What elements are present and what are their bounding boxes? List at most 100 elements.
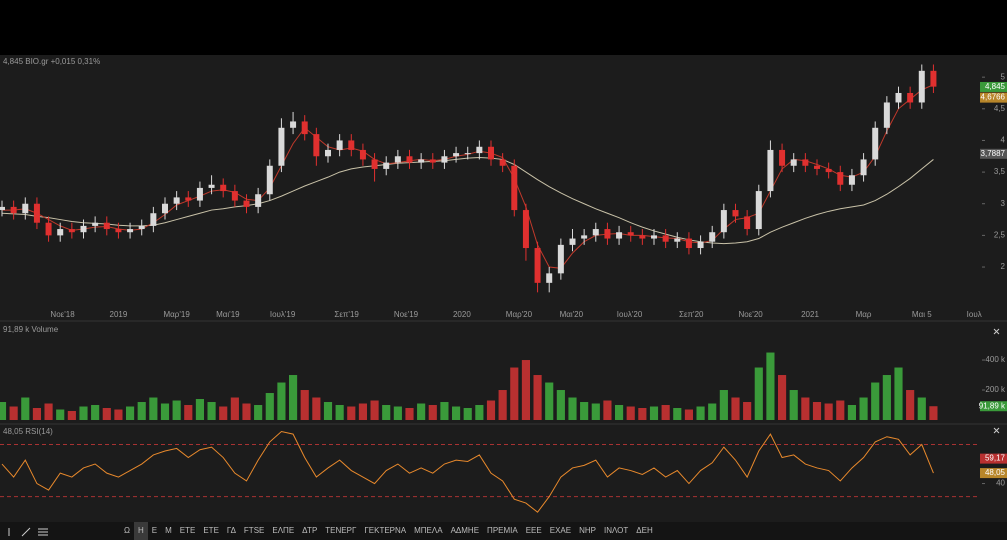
volume-bar bbox=[382, 405, 391, 420]
volume-bar bbox=[743, 402, 752, 420]
volume-bar bbox=[673, 408, 682, 420]
candle-body bbox=[453, 153, 460, 157]
volume-bar bbox=[510, 367, 519, 420]
tab[interactable]: Η bbox=[133, 522, 148, 540]
candle-body bbox=[418, 159, 425, 163]
candle-body bbox=[0, 206, 5, 211]
tab[interactable]: ΕΧΑΕ bbox=[549, 526, 572, 535]
volume-bar bbox=[661, 405, 670, 420]
close-icons[interactable] bbox=[993, 328, 1000, 434]
volume-bar bbox=[219, 406, 228, 420]
candle-body bbox=[604, 229, 611, 239]
volume-bar bbox=[696, 406, 705, 420]
volume-bar bbox=[859, 397, 868, 420]
volume-bar bbox=[894, 367, 903, 420]
tab[interactable]: ΜΠΕΛΑ bbox=[414, 526, 443, 535]
candle-body bbox=[674, 238, 681, 242]
tab[interactable]: ΔΕΗ bbox=[636, 526, 653, 535]
volume-bar bbox=[451, 406, 461, 420]
candle-body bbox=[837, 172, 844, 185]
volume-bar bbox=[288, 375, 298, 420]
tab[interactable]: Ε bbox=[151, 526, 158, 535]
tab[interactable]: ΕΛΠΕ bbox=[272, 526, 295, 535]
y-tick-label: 4,5 bbox=[994, 104, 1006, 113]
candle-body bbox=[185, 197, 192, 201]
tab[interactable]: ΓΕΚΤΕΡΝΑ bbox=[364, 526, 407, 535]
volume-bar bbox=[312, 397, 321, 420]
y-tick-label: 5 bbox=[1001, 72, 1006, 81]
volume-bar bbox=[347, 406, 356, 420]
y-tick-label: 3,5 bbox=[994, 167, 1006, 176]
candle-body bbox=[627, 232, 634, 236]
x-tick-label: Μαρ'20 bbox=[506, 310, 533, 319]
volume-bar bbox=[801, 397, 810, 420]
tab[interactable]: ΔΤΡ bbox=[302, 526, 318, 535]
candle-body bbox=[173, 197, 180, 204]
tab[interactable]: ΕΕΕ bbox=[525, 526, 542, 535]
candle-body bbox=[709, 232, 716, 242]
x-tick-label: Νοε'19 bbox=[394, 310, 419, 319]
tab[interactable]: ΝΗΡ bbox=[579, 526, 596, 535]
candle-body bbox=[290, 121, 297, 128]
volume-bar bbox=[440, 402, 449, 420]
tab[interactable]: ΕΤΕ bbox=[179, 526, 196, 535]
candle-body bbox=[325, 149, 331, 157]
tab[interactable]: FTSE bbox=[243, 526, 265, 535]
volume-bar bbox=[754, 367, 763, 420]
candle-body bbox=[406, 156, 413, 163]
toolbar-icons[interactable] bbox=[0, 522, 60, 540]
candle-body bbox=[825, 168, 832, 173]
x-tick-label: 2020 bbox=[453, 310, 471, 319]
candle-body bbox=[651, 235, 657, 239]
tab[interactable]: ΙΝΛΟΤ bbox=[603, 526, 629, 535]
volume-bar bbox=[21, 397, 30, 420]
candle-body bbox=[755, 191, 762, 230]
volume-bar bbox=[114, 409, 123, 420]
volume-bar bbox=[731, 397, 740, 420]
volume-bar bbox=[777, 375, 787, 420]
tab[interactable]: ΤΕΝΕΡΓ bbox=[325, 526, 357, 535]
candle-body bbox=[127, 229, 134, 233]
price-tag-label: 4,6766 bbox=[981, 93, 1006, 102]
tab[interactable]: ΓΔ bbox=[226, 526, 236, 535]
tab[interactable]: ΕΤΕ bbox=[203, 526, 219, 535]
candle-body bbox=[534, 248, 541, 283]
candle-body bbox=[476, 146, 483, 154]
volume-bar bbox=[906, 390, 915, 420]
x-tick-label: Μαρ'19 bbox=[164, 310, 191, 319]
candle-body bbox=[33, 203, 40, 223]
candle-body bbox=[464, 153, 471, 155]
candle-body bbox=[394, 156, 401, 163]
price-tag bbox=[980, 81, 1007, 92]
candle-body bbox=[732, 210, 739, 217]
y-tick-label: 200 k bbox=[985, 385, 1006, 394]
volume-bar bbox=[323, 402, 333, 420]
price-tag-label: 59,17 bbox=[985, 454, 1006, 463]
candle-body bbox=[697, 241, 704, 249]
candle-body bbox=[371, 159, 378, 169]
volume-bar bbox=[172, 400, 181, 420]
candle-body bbox=[266, 165, 273, 195]
candle-body bbox=[278, 127, 285, 166]
volume-bar bbox=[79, 406, 88, 420]
x-tick-label: Σεπ'19 bbox=[334, 310, 359, 319]
volume-bar bbox=[0, 402, 7, 420]
price-tag-label: 91,89 k bbox=[979, 401, 1006, 410]
tab[interactable]: Ω bbox=[124, 526, 130, 535]
volume-bar bbox=[568, 397, 577, 420]
x-tick-label: 2019 bbox=[110, 310, 128, 319]
volume-bar bbox=[766, 352, 775, 420]
candle-body bbox=[592, 229, 599, 236]
candle-body bbox=[744, 216, 751, 230]
x-tick-label: Μαι'20 bbox=[560, 310, 584, 319]
tab[interactable]: ΠΡΕΜΙΑ bbox=[487, 526, 518, 535]
price-tag bbox=[980, 453, 1007, 464]
candle-body bbox=[546, 273, 553, 283]
volume-bar bbox=[603, 400, 612, 420]
candle-body bbox=[162, 203, 168, 214]
candle-body bbox=[45, 222, 52, 236]
tab[interactable]: ΑΔΜΗΕ bbox=[450, 526, 480, 535]
tab[interactable]: Μ bbox=[165, 526, 172, 535]
volume-bar bbox=[521, 360, 531, 420]
